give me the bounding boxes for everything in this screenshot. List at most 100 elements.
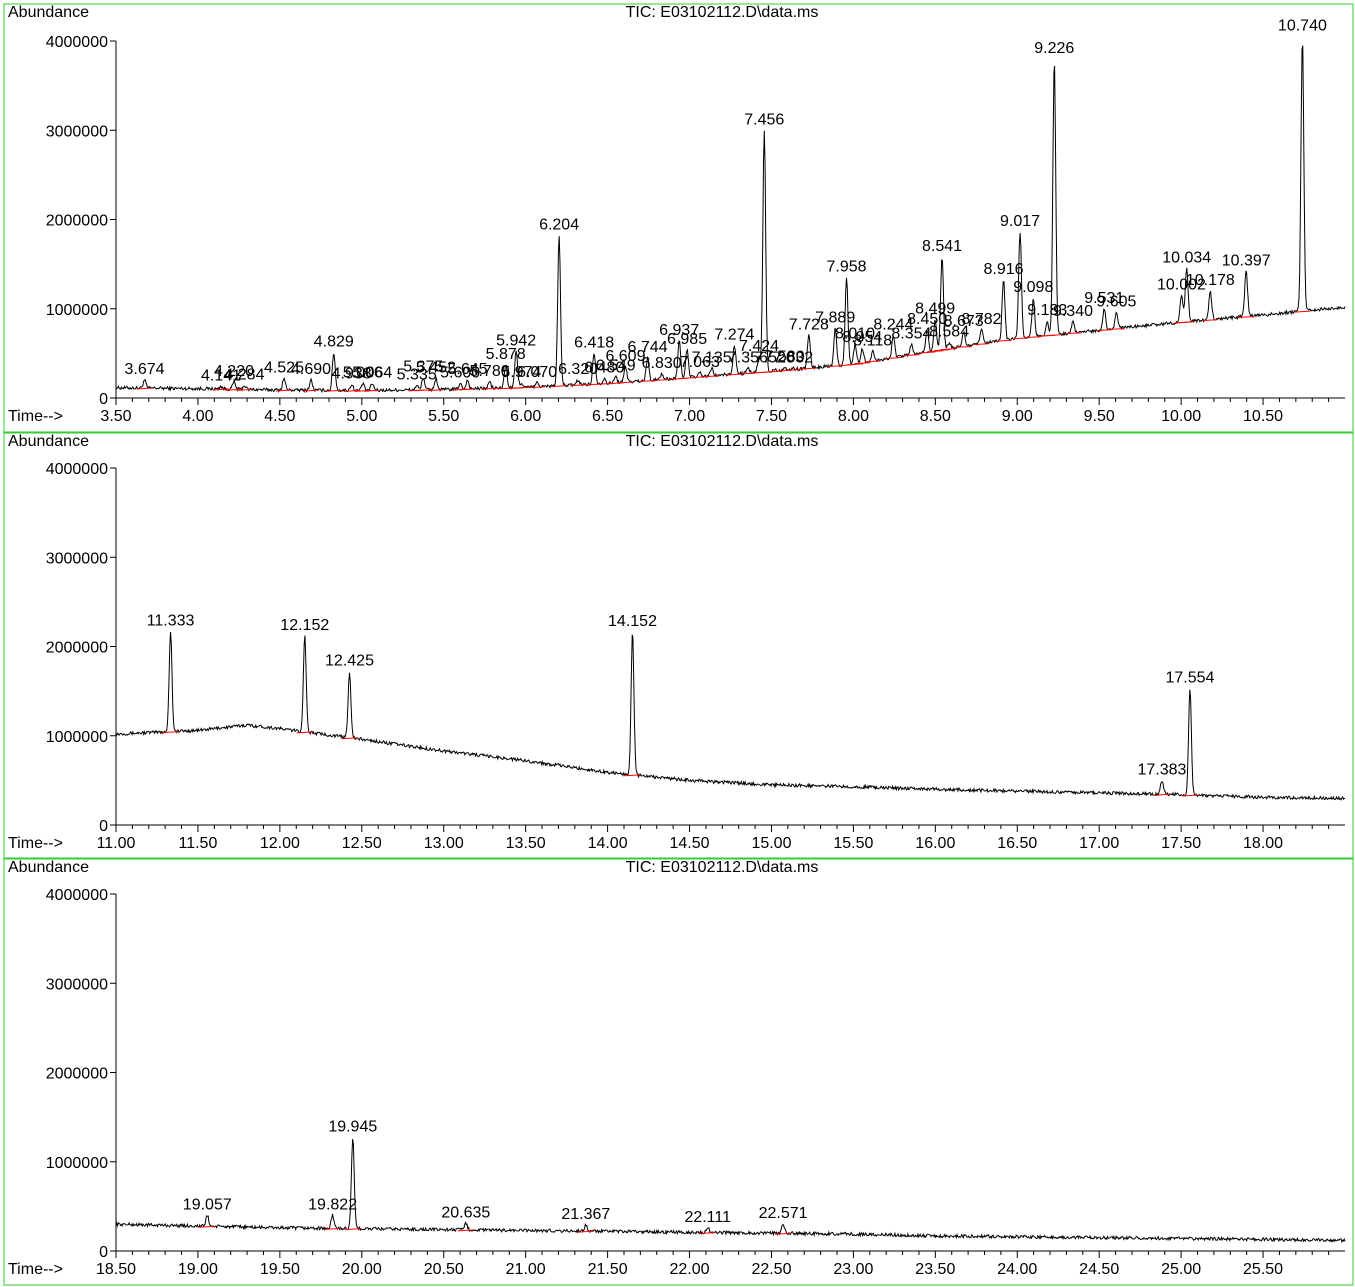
peak-label: 6.830 xyxy=(642,355,682,372)
peak-integration-baseline xyxy=(617,381,634,384)
peak-integration-baseline xyxy=(344,1228,361,1231)
peak-label: 8.782 xyxy=(962,311,1002,328)
peak-integration-baseline xyxy=(529,386,546,389)
y-tick-label: 4000000 xyxy=(46,887,108,904)
peak-label: 6.204 xyxy=(539,217,579,234)
x-tick-label: 12.50 xyxy=(342,835,382,852)
peak-label: 7.580 xyxy=(765,349,805,366)
peak-integration-baseline xyxy=(551,385,568,388)
y-tick-label: 3000000 xyxy=(46,976,108,993)
peak-integration-baseline xyxy=(903,354,920,357)
x-tick-label: 8.50 xyxy=(920,408,951,425)
peak-integration-baseline xyxy=(570,384,587,387)
peak-label: 5.878 xyxy=(486,346,526,363)
peak-label: 8.450 xyxy=(907,311,947,328)
peak-integration-baseline xyxy=(481,387,498,390)
peak-integration-baseline xyxy=(854,362,871,365)
x-tick-label: 9.00 xyxy=(1002,408,1033,425)
y-tick-label: 3000000 xyxy=(46,550,108,567)
peak-label: 9.098 xyxy=(1013,279,1053,296)
peak-integration-baseline xyxy=(775,1232,792,1235)
peak-label: 11.333 xyxy=(147,612,195,629)
peak-label: 8.673 xyxy=(944,313,984,330)
x-tick-label: 22.00 xyxy=(670,1261,710,1278)
chromatogram-panel-2: Abundance TIC: E03102112.D\data.ms Time-… xyxy=(3,432,1354,859)
peak-integration-baseline xyxy=(513,386,530,389)
peak-integration-baseline xyxy=(995,339,1012,342)
peak-label: 7.958 xyxy=(826,259,866,276)
chart-title: TIC: E03102112.D\data.ms xyxy=(626,859,819,876)
y-tick-label: 3000000 xyxy=(46,123,108,140)
peak-label: 9.017 xyxy=(1000,213,1040,230)
x-tick-label: 5.00 xyxy=(346,408,377,425)
peak-label: 7.063 xyxy=(680,354,720,371)
peak-label: 22.571 xyxy=(759,1205,808,1222)
peak-label: 6.549 xyxy=(596,358,636,375)
peak-integration-baseline xyxy=(296,731,313,734)
chromatogram-panel-1: Abundance TIC: E03102112.D\data.ms Time-… xyxy=(3,3,1354,433)
peak-label: 9.531 xyxy=(1084,290,1124,307)
x-tick-label: 23.50 xyxy=(915,1261,955,1278)
x-tick-label: 18.00 xyxy=(1243,835,1283,852)
y-tick-label: 1000000 xyxy=(46,729,108,746)
peak-label: 12.425 xyxy=(325,652,374,669)
chart-title: TIC: E03102112.D\data.ms xyxy=(626,433,819,450)
peak-label: 10.034 xyxy=(1162,250,1211,267)
peak-label: 19.945 xyxy=(328,1119,377,1136)
peak-integration-baseline xyxy=(885,357,902,360)
peak-integration-baseline xyxy=(1064,332,1082,335)
x-tick-label: 15.50 xyxy=(833,835,873,852)
y-tick-label: 2000000 xyxy=(46,213,108,230)
x-tick-label: 16.00 xyxy=(915,835,955,852)
peak-label: 6.744 xyxy=(628,339,668,356)
peak-label: 7.889 xyxy=(815,309,855,326)
peak-integration-baseline xyxy=(213,388,230,391)
peak-label: 9.340 xyxy=(1053,303,1093,320)
peak-integration-baseline xyxy=(324,1227,341,1230)
x-tick-label: 8.00 xyxy=(838,408,869,425)
x-tick-label: 19.00 xyxy=(178,1261,218,1278)
panel-frame xyxy=(3,858,1354,1286)
x-tick-label: 4.50 xyxy=(264,408,295,425)
peak-label: 6.609 xyxy=(605,348,645,365)
peak-integration-baseline xyxy=(864,360,881,363)
peak-label: 6.418 xyxy=(574,334,614,351)
x-axis-prefix-label: Time--> xyxy=(8,835,63,852)
peak-label: 17.383 xyxy=(1137,761,1186,778)
peak-label: 22.111 xyxy=(684,1209,731,1226)
x-tick-label: 25.50 xyxy=(1243,1261,1283,1278)
x-tick-label: 10.50 xyxy=(1243,408,1283,425)
x-tick-label: 13.50 xyxy=(506,835,546,852)
peak-integration-baseline xyxy=(343,389,360,392)
x-tick-label: 5.50 xyxy=(428,408,459,425)
x-tick-label: 21.00 xyxy=(506,1261,546,1278)
x-tick-label: 20.00 xyxy=(342,1261,382,1278)
peak-integration-baseline xyxy=(927,350,944,353)
x-tick-label: 11.00 xyxy=(97,835,136,852)
tic-trace xyxy=(115,1139,1346,1244)
x-tick-label: 7.50 xyxy=(756,408,787,425)
y-tick-label: 1000000 xyxy=(46,1155,108,1172)
peak-integration-baseline xyxy=(703,375,720,378)
peak-label: 8.499 xyxy=(915,300,955,317)
peak-integration-baseline xyxy=(919,351,936,354)
y-tick-label: 1000000 xyxy=(46,302,108,319)
peak-integration-baseline xyxy=(941,348,958,351)
y-tick-label: 2000000 xyxy=(46,640,108,657)
peak-integration-baseline xyxy=(457,1229,474,1232)
y-tick-label: 0 xyxy=(99,818,108,835)
peak-integration-baseline xyxy=(364,389,381,392)
peak-integration-baseline xyxy=(653,378,670,381)
peak-integration-baseline xyxy=(1025,336,1042,339)
x-tick-label: 14.00 xyxy=(588,835,628,852)
peak-label: 19.057 xyxy=(183,1196,232,1213)
peak-label: 10.002 xyxy=(1157,276,1206,293)
peak-integration-baseline xyxy=(427,389,444,392)
peak-label: 6.480 xyxy=(584,359,624,376)
peak-label: 17.554 xyxy=(1166,669,1215,686)
peak-integration-baseline xyxy=(325,389,342,392)
peak-integration-baseline xyxy=(785,368,802,371)
peak-integration-baseline xyxy=(302,389,320,392)
panel-frame xyxy=(3,3,1354,433)
x-tick-label: 3.50 xyxy=(100,408,131,425)
